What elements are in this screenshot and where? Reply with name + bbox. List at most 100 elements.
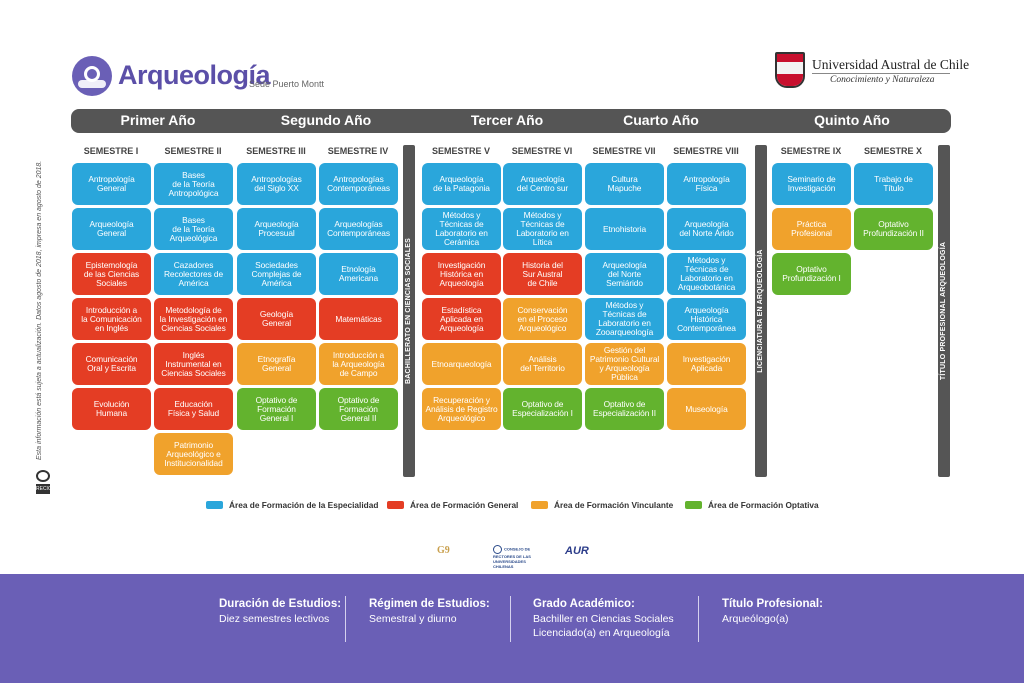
course-card: Arqueología del Norte Árido: [667, 208, 746, 250]
university-name: Universidad Austral de Chile: [812, 57, 970, 72]
course-card: Bases de la Teoría Antropológica: [154, 163, 233, 205]
milestone-label: LICENCIATURA EN ARQUEOLOGÍA: [757, 249, 764, 373]
g9-logo: G9: [437, 545, 450, 556]
legend-swatch: [685, 501, 702, 509]
semester-header: SEMESTRE VI: [511, 146, 573, 156]
footer-divider: [345, 596, 346, 642]
course-card: Investigación Aplicada: [667, 343, 746, 385]
semester-header: SEMESTRE II: [164, 146, 222, 156]
course-card: Investigación Histórica en Arqueología: [422, 253, 501, 295]
university-tagline: Conocimiento y Naturaleza: [830, 75, 935, 85]
course-card: Métodos y Técnicas de Laboratorio en Arq…: [667, 253, 746, 295]
course-card: Epistemología de las Ciencias Sociales: [72, 253, 151, 295]
semester-header: SEMESTRE VIII: [673, 146, 739, 156]
years-bar: [71, 109, 951, 133]
course-card: Educación Física y Salud: [154, 388, 233, 430]
course-card: Etnología Americana: [319, 253, 398, 295]
course-card: Optativo de Especialización II: [585, 388, 664, 430]
course-card: Optativo Profundización II: [854, 208, 933, 250]
recycled-paper-icon: RECICLA: [36, 470, 58, 498]
course-card: Introducción a la Arqueología de Campo: [319, 343, 398, 385]
duracion-label: Duración de Estudios:: [219, 598, 342, 610]
milestone-label: BACHILLERATO EN CIENCIAS SOCIALES: [405, 238, 412, 384]
semester-header: SEMESTRE X: [863, 146, 923, 156]
year-label: Quinto Año: [814, 112, 890, 128]
campus-label: Sede Puerto Montt: [249, 79, 325, 89]
footer-grado: Grado Académico: Bachiller en Ciencias S…: [533, 598, 674, 640]
milestone-licenciatura-bar: LICENCIATURA EN ARQUEOLOGÍA: [755, 145, 767, 477]
legend-label: Área de Formación de la Especialidad: [229, 500, 379, 510]
footer-divider: [698, 596, 699, 642]
year-label: Cuarto Año: [623, 112, 699, 128]
course-card: Museología: [667, 388, 746, 430]
course-card: Etnografía General: [237, 343, 316, 385]
footer-divider: [510, 596, 511, 642]
course-card: Matemáticas: [319, 298, 398, 340]
legend-item-especialidad: Área de Formación de la Especialidad: [206, 500, 378, 510]
semester-header: SEMESTRE IX: [780, 146, 842, 156]
course-card: Optativo de Formación General I: [237, 388, 316, 430]
semester-header: SEMESTRE IV: [327, 146, 389, 156]
titulo-value: Arqueólogo(a): [722, 613, 789, 625]
semester-header: SEMESTRE III: [246, 146, 306, 156]
footer-band: [0, 574, 1024, 683]
year-label: Segundo Año: [280, 112, 372, 128]
university-shield-icon: [775, 52, 805, 88]
course-card: Etnohistoria: [585, 208, 664, 250]
course-card: Recuperación y Análisis de Registro Arqu…: [422, 388, 501, 430]
semester-header: SEMESTRE V: [431, 146, 491, 156]
course-card: Optativo de Formación General II: [319, 388, 398, 430]
course-card: Práctica Profesional: [772, 208, 851, 250]
course-card: Análisis del Territorio: [503, 343, 582, 385]
grado-label: Grado Académico:: [533, 598, 635, 610]
course-card: Arqueología General: [72, 208, 151, 250]
archaeology-logo-icon: [72, 56, 112, 96]
consejo-rectores-text: CONSEJO DE RECTORES DE LAS UNIVERSIDADES…: [493, 546, 531, 569]
course-card: Gestión del Patrimonio Cultural y Arqueo…: [585, 343, 664, 385]
legend-item-vinculante: Área de Formación Vinculante: [531, 500, 673, 510]
legend-label: Área de Formación Optativa: [708, 500, 819, 510]
university-divider: [812, 73, 950, 74]
side-disclaimer-text: Esta información está sujeta a actualiza…: [36, 160, 43, 460]
course-card: Métodos y Técnicas de Laboratorio en Lít…: [503, 208, 582, 250]
legend-swatch: [206, 501, 223, 509]
course-card: Optativo Profundización I: [772, 253, 851, 295]
course-card: Inglés Instrumental en Ciencias Sociales: [154, 343, 233, 385]
year-label: Primer Año: [120, 112, 196, 128]
course-card: Antropología Física: [667, 163, 746, 205]
milestone-bachillerato-bar: BACHILLERATO EN CIENCIAS SOCIALES: [403, 145, 415, 477]
regimen-value: Semestral y diurno: [369, 613, 457, 625]
course-card: Comunicación Oral y Escrita: [72, 343, 151, 385]
titulo-label: Título Profesional:: [722, 598, 823, 610]
course-card: Optativo de Especialización I: [503, 388, 582, 430]
semester-header: SEMESTRE VII: [592, 146, 656, 156]
course-card: Antropologías del Siglo XX: [237, 163, 316, 205]
course-card: Introducción a la Comunicación en Inglés: [72, 298, 151, 340]
side-disclaimer: Esta información está sujeta a actualiza…: [36, 120, 50, 460]
course-card: Seminario de Investigación: [772, 163, 851, 205]
semester-header: SEMESTRE I: [83, 146, 139, 156]
course-card: Arqueología del Centro sur: [503, 163, 582, 205]
milestone-label: TÍTULO PROFESIONAL ARQUEOLOGÍA: [940, 241, 947, 381]
milestone-titulo-bar: TÍTULO PROFESIONAL ARQUEOLOGÍA: [938, 145, 950, 477]
course-card: Arqueología del Norte Semiárido: [585, 253, 664, 295]
course-card: Evolución Humana: [72, 388, 151, 430]
course-card: Geología General: [237, 298, 316, 340]
course-card: Patrimonio Arqueológico e Institucionali…: [154, 433, 233, 475]
course-card: Métodos y Técnicas de Laboratorio en Cer…: [422, 208, 501, 250]
legend-item-general: Área de Formación General: [387, 500, 518, 510]
course-card: Antropología General: [72, 163, 151, 205]
aur-logo: AUR: [565, 545, 589, 557]
course-card: Métodos y Técnicas de Laboratorio en Zoo…: [585, 298, 664, 340]
legend-label: Área de Formación Vinculante: [554, 500, 674, 510]
course-card: Etnoarqueología: [422, 343, 501, 385]
course-card: Sociedades Complejas de América: [237, 253, 316, 295]
year-label: Tercer Año: [470, 112, 544, 128]
legend-item-optativa: Área de Formación Optativa: [685, 500, 819, 510]
course-card: Cultura Mapuche: [585, 163, 664, 205]
course-card: Arqueología Histórica Contemporánea: [667, 298, 746, 340]
course-card: Cazadores Recolectores de América: [154, 253, 233, 295]
grado-value-licenciado: Licenciado(a) en Arqueología: [533, 627, 670, 639]
legend-swatch: [531, 501, 548, 509]
footer-titulo: Título Profesional: Arqueólogo(a): [722, 598, 823, 626]
